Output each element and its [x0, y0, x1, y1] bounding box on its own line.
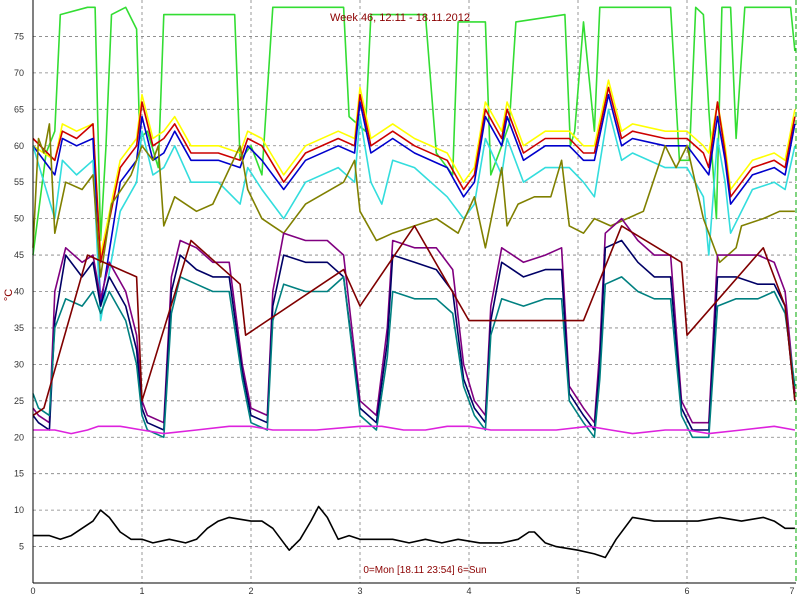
y-tick-label: 50: [14, 214, 24, 224]
y-tick-label: 20: [14, 432, 24, 442]
y-tick-label: 25: [14, 396, 24, 406]
y-axis-unit-label: °C: [3, 289, 15, 301]
x-tick-label: 6: [684, 586, 689, 596]
axes: [32, 0, 797, 584]
y-tick-label: 55: [14, 177, 24, 187]
series-line-navy: [32, 239, 796, 431]
series-line-green: [32, 6, 796, 256]
x-tick-label: 2: [248, 586, 253, 596]
y-tick-label: 75: [14, 31, 24, 41]
y-tick-label: 40: [14, 287, 24, 297]
series-line-maroon: [32, 225, 796, 417]
chart-title: Week 46, 12.11 - 18.11.2012: [330, 12, 470, 24]
y-tick-label: 5: [19, 542, 24, 552]
x-tick-label: 4: [466, 586, 471, 596]
x-tick-label: 0: [30, 586, 35, 596]
x-tick-label: 1: [139, 586, 144, 596]
y-tick-label: 60: [14, 141, 24, 151]
series-line-teal: [32, 276, 796, 439]
series-line-blue: [32, 93, 796, 307]
y-tick-label: 15: [14, 469, 24, 479]
y-tick-label: 70: [14, 68, 24, 78]
x-tick-label: 3: [357, 586, 362, 596]
series-lines: [32, 6, 796, 559]
series-line-purple: [32, 217, 796, 424]
y-tick-label: 35: [14, 323, 24, 333]
series-line-olive: [32, 123, 795, 278]
y-tick-label: 10: [14, 505, 24, 515]
y-tick-label: 30: [14, 359, 24, 369]
series-line-magenta: [33, 425, 796, 435]
series-line-black: [33, 505, 795, 559]
y-tick-label: 65: [14, 104, 24, 114]
x-footer-label: 0=Mon [18.11 23:54] 6=Sun: [363, 565, 486, 576]
series-line-yellow: [32, 79, 796, 256]
y-tick-label: 45: [14, 250, 24, 260]
series-line-red: [32, 86, 796, 264]
series-line-cyan: [32, 108, 796, 322]
x-tick-label: 5: [575, 586, 580, 596]
x-tick-label: 7: [789, 586, 794, 596]
